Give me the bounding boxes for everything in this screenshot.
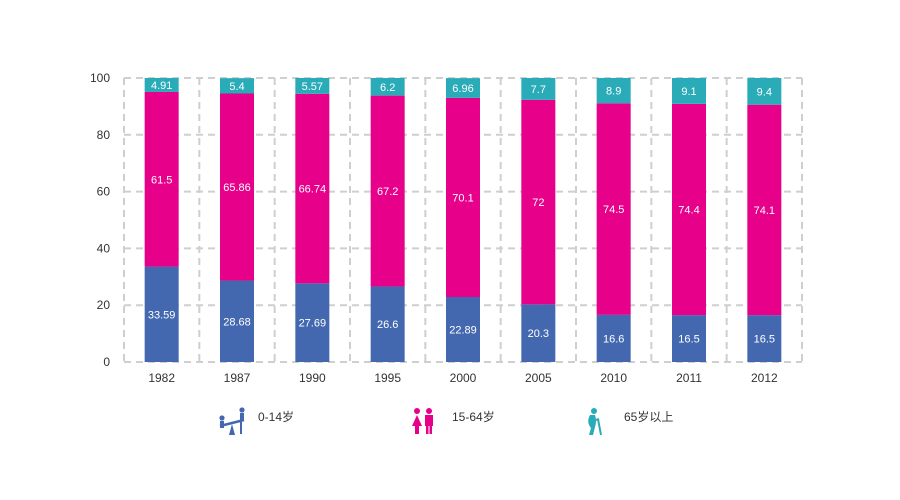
x-tick-label: 1995 — [374, 371, 401, 385]
data-label: 16.5 — [678, 334, 699, 346]
data-label: 66.74 — [299, 184, 327, 196]
data-label: 9.4 — [757, 86, 772, 98]
bar-segment — [220, 93, 254, 281]
bar-segment — [446, 78, 480, 98]
data-label: 26.6 — [377, 319, 398, 331]
bar-segment — [370, 78, 405, 96]
bar-segment — [144, 91, 179, 267]
bar-segment — [521, 304, 556, 362]
bar-segment — [295, 283, 330, 362]
data-label: 28.68 — [223, 316, 251, 328]
data-label: 67.2 — [377, 186, 398, 198]
data-label: 74.5 — [603, 204, 624, 216]
data-label: 72 — [532, 197, 544, 209]
data-label: 9.1 — [681, 86, 696, 98]
bar-segment — [672, 315, 706, 362]
bar-segment — [747, 315, 782, 362]
bar-segment — [747, 78, 782, 105]
data-label: 20.3 — [528, 328, 549, 340]
elderly-person-icon — [588, 408, 602, 436]
legend: 0-14岁 15-64岁 65岁以上 — [219, 407, 673, 436]
y-tick-label: 60 — [97, 185, 111, 199]
data-label: 74.4 — [678, 204, 699, 216]
y-tick-label: 100 — [90, 71, 110, 85]
data-label: 8.9 — [606, 86, 621, 98]
y-tick-label: 80 — [97, 128, 111, 142]
legend-label: 65岁以上 — [624, 409, 673, 424]
bar-segment — [295, 93, 330, 284]
data-label: 74.1 — [754, 205, 775, 217]
bar-segment — [295, 78, 330, 94]
bar-segment — [596, 103, 631, 315]
y-axis: 0 20 40 60 80 100 — [90, 71, 110, 369]
data-label: 5.57 — [302, 81, 323, 93]
y-tick-label: 20 — [97, 298, 111, 312]
bar-segment — [446, 296, 480, 362]
children-seesaw-icon — [219, 407, 245, 435]
legend-label: 15-64岁 — [452, 409, 495, 424]
bar-segment — [220, 78, 254, 94]
bar-segment — [144, 266, 179, 362]
data-label: 16.5 — [754, 334, 775, 346]
bar-segment — [144, 78, 179, 92]
data-label: 70.1 — [452, 192, 473, 204]
bar-segment — [220, 280, 254, 362]
bar-segment — [370, 95, 405, 287]
x-axis: 1982 1987 1990 1995 2000 2005 2010 2011 2012 — [148, 371, 778, 385]
bar-segment — [521, 99, 556, 305]
data-label: 61.5 — [151, 174, 172, 186]
data-label: 65.86 — [223, 182, 251, 194]
bar-segment — [672, 103, 706, 316]
data-label: 16.6 — [603, 333, 624, 345]
data-label: 5.4 — [229, 81, 244, 93]
y-tick-label: 40 — [97, 241, 111, 255]
bar-segment — [521, 78, 556, 100]
bar-segment — [370, 286, 405, 362]
data-label: 4.91 — [151, 80, 172, 92]
data-label: 27.69 — [299, 318, 327, 330]
bar-segment — [446, 97, 480, 297]
y-tick-label: 0 — [103, 355, 110, 369]
data-label: 6.96 — [452, 83, 473, 95]
x-tick-label: 2010 — [600, 371, 627, 385]
legend-label: 0-14岁 — [258, 409, 294, 424]
x-tick-label: 2011 — [676, 371, 702, 385]
x-tick-label: 2005 — [525, 371, 552, 385]
data-label: 33.59 — [148, 309, 176, 321]
x-tick-label: 1982 — [148, 371, 175, 385]
bar-segment — [596, 314, 631, 362]
bar-segment — [672, 78, 706, 104]
x-tick-label: 2012 — [751, 371, 778, 385]
adult-couple-icon — [412, 408, 433, 434]
x-tick-label: 1987 — [224, 371, 251, 385]
bar-segment — [747, 104, 782, 316]
data-label: 22.89 — [449, 324, 477, 336]
x-tick-label: 2000 — [450, 371, 477, 385]
data-label: 7.7 — [531, 84, 546, 96]
bars: 33.59 61.5 4.91 28.68 65.86 5.4 27.69 66.74 5.57… — [144, 78, 782, 362]
x-tick-label: 1990 — [299, 371, 326, 385]
data-label: 6.2 — [380, 82, 395, 94]
bar-segment — [596, 78, 631, 104]
